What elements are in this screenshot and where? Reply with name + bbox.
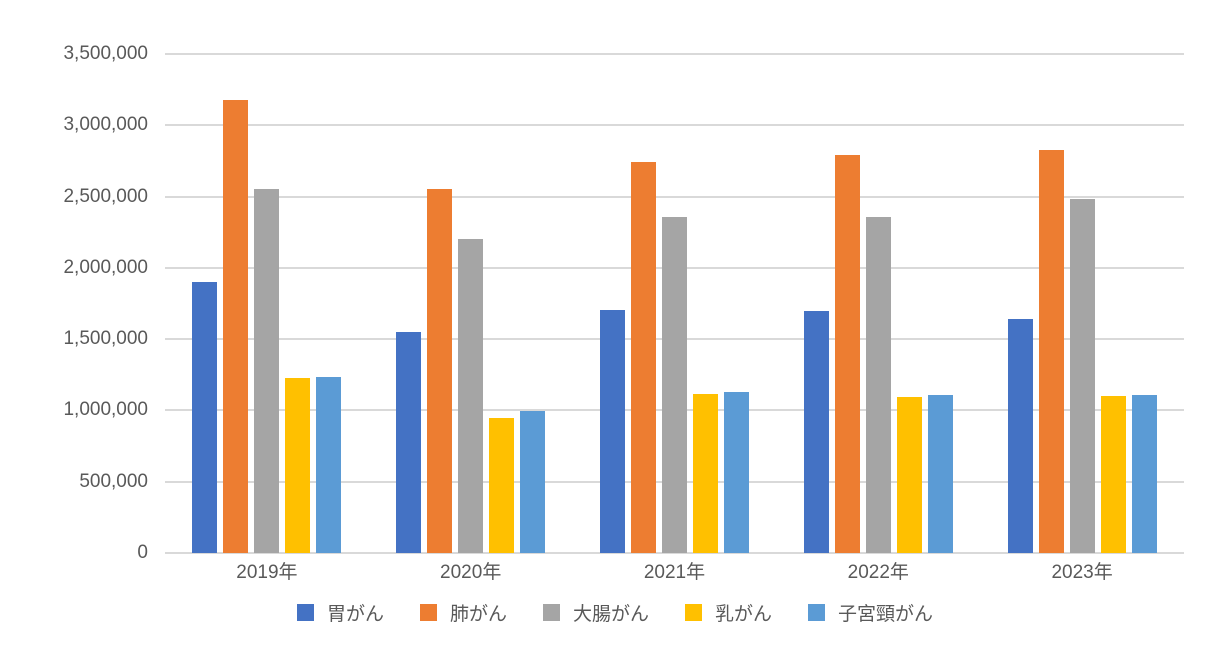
y-tick-label: 2,000,000 <box>63 256 148 278</box>
legend-item: 胃がん <box>296 599 384 626</box>
bar <box>723 391 749 553</box>
x-tick-label: 2023年 <box>1051 562 1113 583</box>
bar <box>396 332 422 553</box>
legend-swatch <box>685 604 702 621</box>
legend-swatch <box>808 604 826 621</box>
y-tick-label: 3,000,000 <box>63 114 148 136</box>
gridline <box>165 195 1184 198</box>
bar <box>1100 396 1126 553</box>
bar <box>458 239 484 553</box>
gridline <box>165 53 1184 55</box>
bar <box>599 309 625 553</box>
bar-group <box>776 54 980 553</box>
legend-item: 大腸がん <box>542 599 649 626</box>
bar <box>927 394 953 553</box>
plot-area <box>165 53 1184 554</box>
bar <box>489 418 515 553</box>
bar-group <box>980 54 1184 553</box>
x-tick-label: 2021年 <box>643 562 706 583</box>
y-tick-label: 1,500,000 <box>63 328 148 350</box>
bar <box>1007 319 1033 553</box>
bar <box>223 99 249 553</box>
bar <box>692 394 718 553</box>
x-axis-line <box>165 552 1184 554</box>
x-tick-label: 2019年 <box>236 562 298 583</box>
x-tick-label: 2020年 <box>440 562 502 583</box>
legend-label: 肺がん <box>449 604 507 625</box>
y-tick-label: 1,000,000 <box>63 399 148 421</box>
y-tick-label: 0 <box>137 542 148 563</box>
legend-swatch <box>542 604 560 621</box>
y-tick-label: 3,500,000 <box>63 43 148 64</box>
legend-item: 子宮頸がん <box>808 599 933 626</box>
x-axis: 2019年 2020年 2021年 2022年 2023年 <box>165 561 1184 587</box>
bar <box>661 217 687 553</box>
legend: 胃がん 肺がん 大腸がん 乳がん 子宮頸がん <box>0 599 1230 626</box>
legend-label: 乳がん <box>715 604 773 625</box>
gridline <box>165 124 1184 127</box>
legend-item: 肺がん <box>419 599 507 626</box>
bar <box>834 155 860 553</box>
legend-item: 乳がん <box>685 599 772 626</box>
bar <box>1069 199 1095 553</box>
bar-group <box>369 54 573 553</box>
bar <box>803 310 829 553</box>
bar <box>1038 149 1064 553</box>
legend-label: 子宮頸がん <box>838 604 934 625</box>
bar-group <box>165 54 369 553</box>
x-tick-label: 2022年 <box>847 562 909 583</box>
bar <box>254 189 280 553</box>
y-axis: 0 500,000 1,000,000 1,500,000 2,000,000 2,500… <box>0 43 148 563</box>
y-tick-label: 500,000 <box>79 470 148 492</box>
bar <box>427 188 453 553</box>
bar <box>520 411 546 553</box>
bar <box>865 217 891 553</box>
legend-swatch <box>419 604 437 621</box>
bar <box>192 282 218 553</box>
legend-label: 大腸がん <box>572 604 649 625</box>
bar <box>896 396 922 553</box>
bar <box>285 378 311 553</box>
bar-group <box>573 54 777 553</box>
bar <box>630 161 656 553</box>
bar <box>316 376 342 553</box>
y-tick-label: 2,500,000 <box>63 185 148 207</box>
legend-label: 胃がん <box>326 604 384 625</box>
legend-swatch <box>296 604 314 621</box>
bar <box>1131 394 1157 553</box>
